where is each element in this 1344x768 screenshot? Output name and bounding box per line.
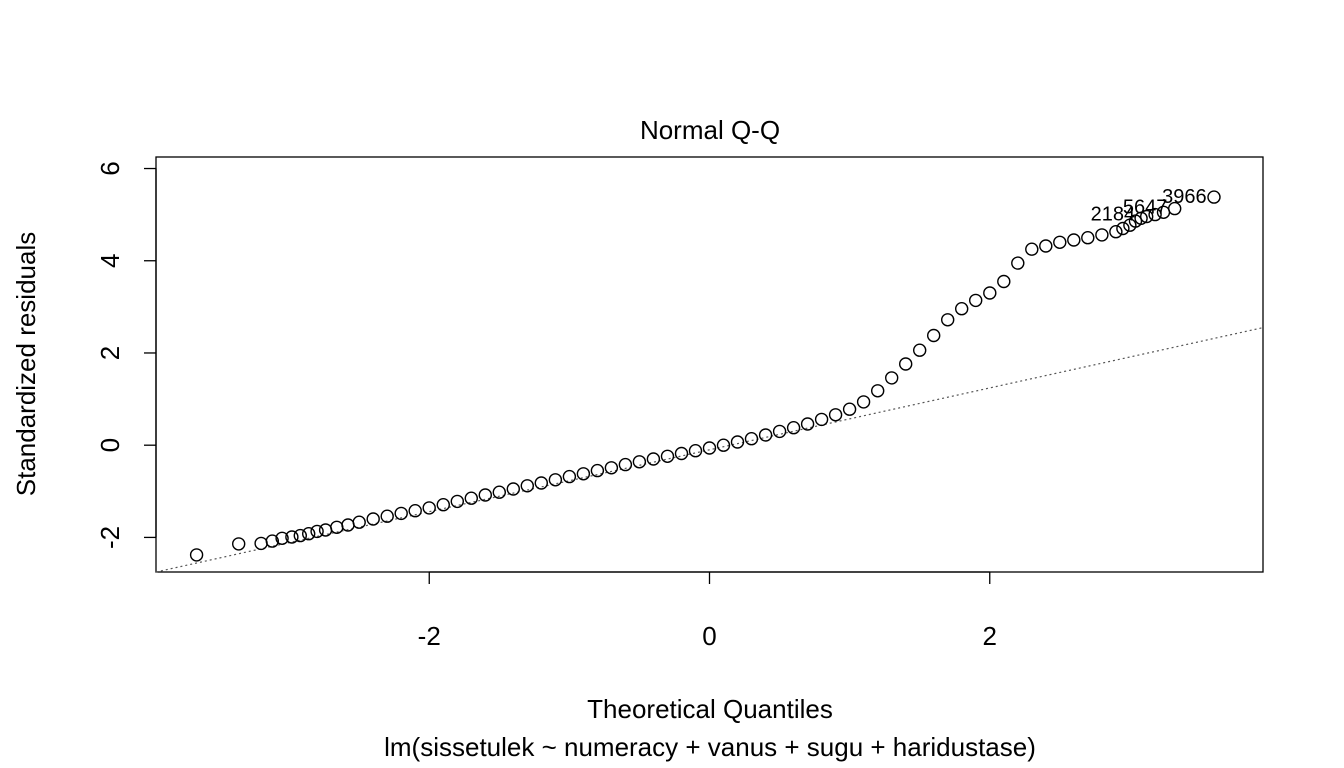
data-point	[646, 452, 661, 466]
data-point	[1053, 235, 1067, 250]
data-point	[478, 488, 492, 502]
data-point	[293, 528, 307, 543]
data-point	[885, 371, 899, 385]
data-point	[730, 435, 745, 449]
data-point	[688, 444, 703, 458]
data-point	[716, 438, 731, 452]
data-point	[520, 479, 534, 493]
x-axis: -2 0 2	[418, 571, 997, 651]
data-point	[189, 548, 204, 562]
point-label: 5647	[1123, 196, 1168, 218]
data-point	[254, 536, 268, 551]
data-point	[1095, 228, 1109, 242]
points-layer	[189, 190, 1221, 562]
x-axis-label: Theoretical Quantiles	[587, 694, 833, 724]
data-point	[450, 494, 464, 509]
y-tick-label: 6	[95, 161, 125, 175]
data-point	[590, 463, 605, 478]
point-label: 3966	[1162, 186, 1207, 208]
model-formula-caption: lm(sissetulek ~ numeracy + vanus + sugu …	[384, 732, 1036, 762]
data-point	[394, 506, 408, 521]
data-point	[1067, 233, 1081, 247]
data-point	[302, 527, 316, 541]
data-point	[1116, 221, 1130, 236]
data-point	[366, 512, 380, 526]
x-tick-label: 2	[983, 621, 997, 651]
chart-title: Normal Q-Q	[640, 115, 780, 145]
data-point	[744, 432, 759, 446]
data-point	[275, 531, 289, 545]
data-point	[285, 530, 299, 544]
data-point	[632, 455, 647, 469]
data-point	[618, 457, 633, 472]
x-tick-label: -2	[418, 621, 441, 651]
data-point	[352, 515, 366, 529]
data-point	[899, 357, 913, 371]
data-point	[1011, 256, 1025, 270]
y-tick-label: -2	[95, 526, 125, 549]
y-tick-label: 2	[95, 346, 125, 360]
y-axis-label: Standardized residuals	[11, 232, 41, 497]
data-point	[436, 498, 450, 512]
data-point	[842, 402, 857, 416]
data-point	[492, 485, 506, 499]
data-point	[1039, 239, 1053, 253]
data-point	[856, 395, 871, 409]
data-point	[702, 441, 717, 455]
data-point	[800, 417, 815, 431]
data-point	[318, 523, 333, 537]
data-point	[913, 343, 927, 357]
data-point	[1148, 207, 1162, 222]
y-tick-label: 0	[95, 438, 125, 452]
data-point	[828, 408, 843, 422]
data-point	[265, 534, 279, 548]
data-point	[576, 467, 591, 481]
qq-reference-line	[155, 327, 1264, 573]
data-point	[1109, 224, 1123, 239]
data-point	[758, 428, 773, 442]
data-point	[506, 482, 520, 496]
x-tick-label: 0	[702, 621, 716, 651]
data-point	[422, 501, 436, 515]
reference-line-layer	[155, 327, 1264, 573]
data-point	[548, 473, 563, 487]
data-point	[674, 446, 689, 461]
data-point	[562, 469, 577, 484]
data-point	[955, 302, 969, 316]
data-point	[786, 421, 801, 435]
data-point	[983, 286, 997, 300]
data-point	[1167, 201, 1182, 216]
data-point	[997, 274, 1011, 289]
data-point	[969, 293, 983, 308]
data-point	[380, 509, 394, 523]
point-label: 2184	[1091, 204, 1136, 226]
data-point	[941, 313, 955, 327]
data-point	[604, 461, 619, 475]
y-tick-label: 4	[95, 254, 125, 268]
data-point	[871, 384, 885, 398]
data-point	[1139, 209, 1154, 224]
data-point	[772, 424, 787, 439]
data-point	[1207, 190, 1221, 204]
y-axis: -2 0 2 4 6	[95, 161, 157, 549]
data-point	[1025, 242, 1039, 256]
data-point	[927, 328, 941, 343]
data-point	[660, 449, 675, 463]
data-point	[231, 537, 246, 551]
data-point	[310, 524, 324, 539]
data-point	[408, 504, 422, 518]
data-point	[464, 491, 478, 505]
data-point	[534, 476, 548, 490]
data-point	[1081, 230, 1095, 245]
data-point	[1134, 211, 1148, 226]
data-point	[814, 412, 829, 427]
